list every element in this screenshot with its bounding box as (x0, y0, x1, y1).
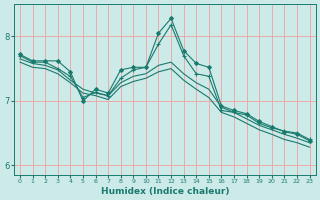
X-axis label: Humidex (Indice chaleur): Humidex (Indice chaleur) (100, 187, 229, 196)
